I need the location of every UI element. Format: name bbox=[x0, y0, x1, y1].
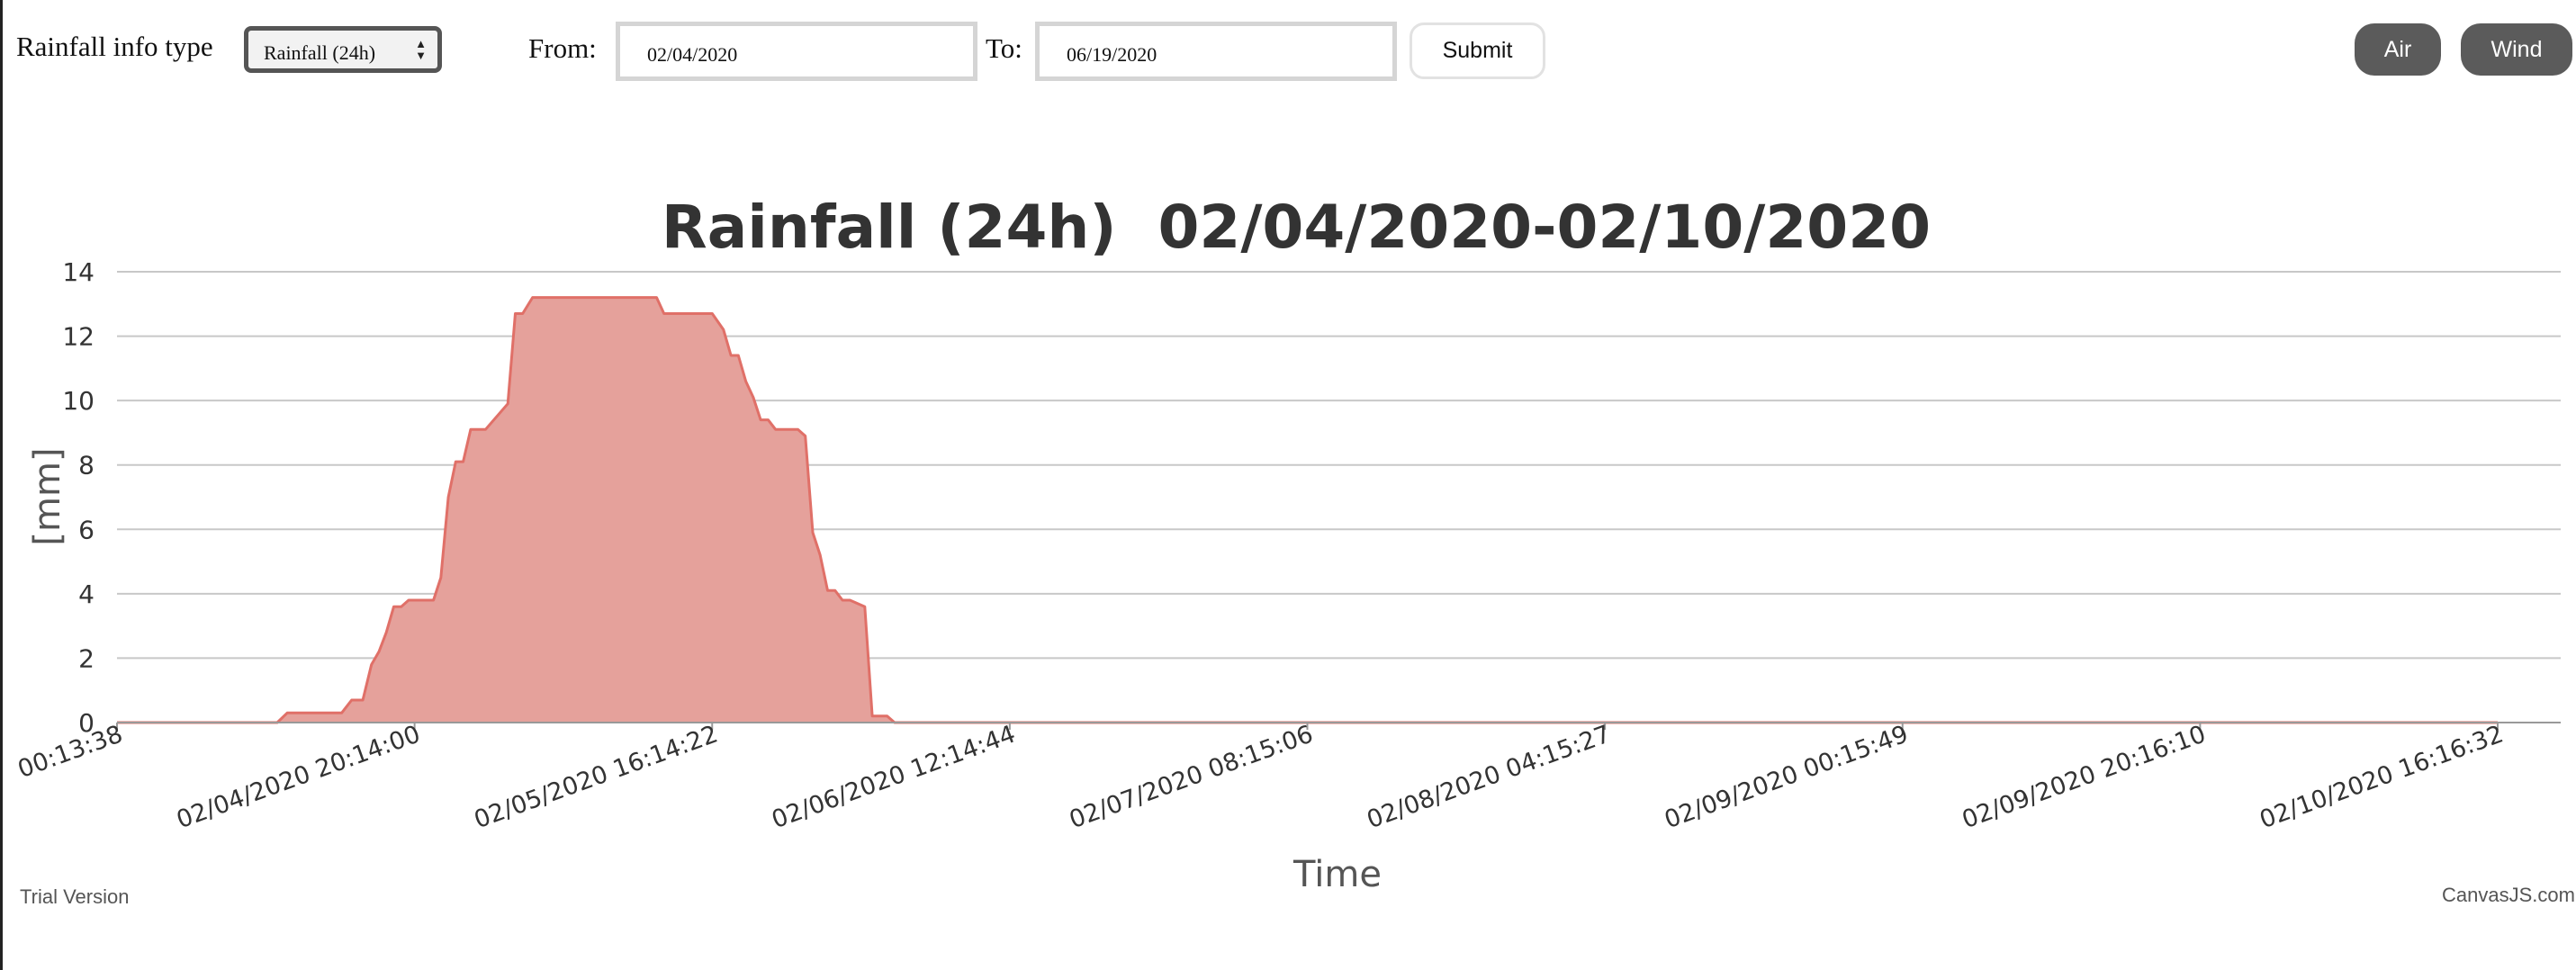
y-tick-label: 2 bbox=[78, 643, 95, 673]
chart-title: Rainfall (24h) 02/04/2020-02/10/2020 bbox=[662, 193, 1931, 262]
info-type-select[interactable]: Rainfall (24h) ▲ ▼ bbox=[244, 26, 442, 73]
canvasjs-credit-link[interactable]: CanvasJS.com bbox=[2442, 884, 2575, 906]
to-date-input[interactable]: 06/19/2020 bbox=[1035, 22, 1397, 81]
x-tick-label: 02/04/2020 20:14:00 bbox=[173, 720, 424, 834]
x-axis-title: Time bbox=[1293, 854, 1382, 895]
x-tick-label: 02/06/2020 12:14:44 bbox=[768, 720, 1019, 834]
y-tick-label: 10 bbox=[62, 386, 95, 416]
y-tick-label: 14 bbox=[62, 257, 95, 287]
x-tick-label: 02/07/2020 08:15:06 bbox=[1066, 720, 1317, 834]
to-label: To: bbox=[986, 32, 1022, 64]
rainfall-area-line bbox=[117, 296, 2498, 724]
page-left-border bbox=[0, 0, 3, 970]
info-type-selected-value: Rainfall (24h) bbox=[264, 41, 376, 64]
select-arrows-icon: ▲ ▼ bbox=[415, 37, 427, 62]
wind-button[interactable]: Wind bbox=[2461, 23, 2572, 76]
y-tick-label: 8 bbox=[78, 451, 95, 481]
y-axis-title: [mm] bbox=[27, 447, 68, 545]
submit-button[interactable]: Submit bbox=[1410, 22, 1545, 79]
x-tick-label: 02/09/2020 00:15:49 bbox=[1661, 720, 1912, 834]
y-tick-label: 12 bbox=[62, 322, 95, 352]
x-tick-label: 00:13:38 bbox=[14, 720, 127, 784]
x-tick-label: 02/10/2020 16:16:32 bbox=[2256, 720, 2508, 834]
axes: 0 2 4 6 8 10 12 14 00:13:38 02/04/2020 20:14:00 02… bbox=[14, 257, 2561, 834]
air-button[interactable]: Air bbox=[2355, 23, 2441, 76]
y-tick-label: 0 bbox=[78, 708, 95, 738]
x-tick-label: 02/08/2020 04:15:27 bbox=[1364, 720, 1615, 834]
from-label: From: bbox=[528, 32, 597, 64]
rainfall-area-fill bbox=[117, 297, 2498, 723]
from-date-input[interactable]: 02/04/2020 bbox=[616, 22, 977, 81]
y-tick-label: 6 bbox=[78, 515, 95, 544]
area-series bbox=[117, 296, 2498, 724]
x-tick-label: 02/05/2020 16:14:22 bbox=[471, 720, 722, 834]
controls-bar: Rainfall info type Rainfall (24h) ▲ ▼ Fro… bbox=[0, 0, 2576, 99]
info-type-label: Rainfall info type bbox=[16, 31, 213, 62]
trial-version-label: Trial Version bbox=[20, 885, 130, 908]
y-tick-label: 4 bbox=[78, 579, 95, 609]
x-tick-label: 02/09/2020 20:16:10 bbox=[1959, 720, 2210, 834]
